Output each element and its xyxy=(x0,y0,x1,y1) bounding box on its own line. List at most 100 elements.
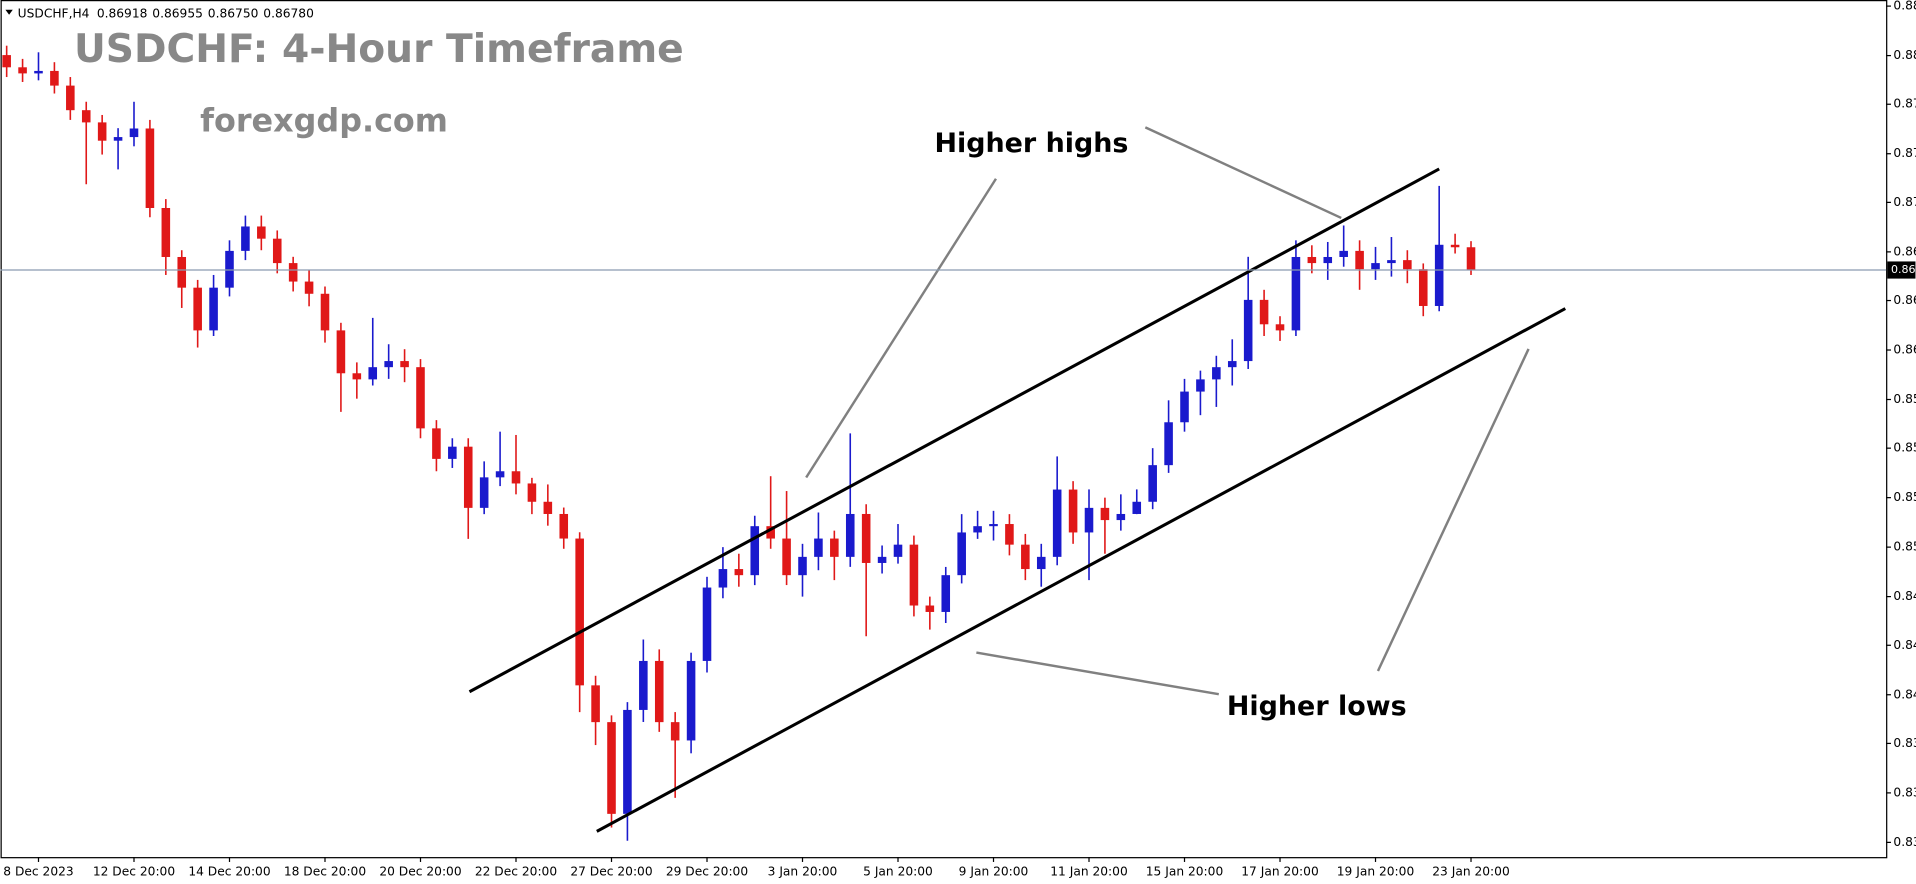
candle-body xyxy=(957,532,966,576)
candle-body xyxy=(973,526,982,533)
candle-body xyxy=(1466,247,1476,271)
candle-body xyxy=(798,556,807,576)
candle-body xyxy=(1323,256,1333,264)
x-tick-label: 22 Dec 20:00 xyxy=(475,864,557,878)
candle-body xyxy=(368,367,378,380)
header-low: 0.86750 xyxy=(208,6,259,20)
x-tick-label: 19 Jan 20:00 xyxy=(1337,864,1414,878)
candle-body xyxy=(113,137,123,141)
x-tick-label: 18 Dec 20:00 xyxy=(284,864,366,878)
pointer xyxy=(805,178,997,479)
y-tick-label: 0.87190 xyxy=(1893,195,1916,209)
candle-body xyxy=(1005,524,1014,545)
candle-body xyxy=(336,330,346,374)
candle-body xyxy=(1243,299,1253,362)
candle-body xyxy=(1355,250,1364,270)
y-tick-label: 0.84505 xyxy=(1893,638,1916,652)
candle-body xyxy=(511,471,521,484)
candle-body xyxy=(352,373,362,380)
candle-body xyxy=(1148,465,1157,502)
chart-title: USDCHF: 4-Hour Timeframe xyxy=(74,27,684,72)
candle-body xyxy=(766,526,775,539)
candle-body xyxy=(893,544,903,557)
candle-body xyxy=(1307,256,1317,264)
candle-body xyxy=(1291,256,1301,331)
y-tick-label: 0.83610 xyxy=(1893,785,1916,799)
candle-body xyxy=(1450,244,1460,248)
candle-body xyxy=(145,128,155,208)
candle-body xyxy=(575,538,584,686)
y-tick-label: 0.83910 xyxy=(1893,736,1916,750)
candle-body xyxy=(623,709,632,814)
candle-body xyxy=(2,55,11,68)
candle-body xyxy=(18,67,27,74)
y-tick-label: 0.83310 xyxy=(1893,835,1916,849)
candle-body xyxy=(1371,263,1380,270)
pointer xyxy=(1376,348,1530,672)
plot-frame xyxy=(0,0,1888,859)
candle-body xyxy=(1259,299,1269,325)
candle-body xyxy=(607,722,616,814)
x-tick-label: 27 Dec 20:00 xyxy=(570,864,652,878)
candle-body xyxy=(304,281,314,294)
x-tick-label: 5 Jan 20:00 xyxy=(863,864,933,878)
header-high: 0.86955 xyxy=(152,6,203,20)
candle-body xyxy=(1403,260,1412,270)
candle-body xyxy=(1180,391,1189,423)
header-close: 0.86780 xyxy=(263,6,314,20)
price-label-box xyxy=(1887,261,1916,279)
x-tick-label: 15 Jan 20:00 xyxy=(1146,864,1223,878)
y-tick-label: 0.88380 xyxy=(1893,0,1916,13)
x-tick-label: 11 Jan 20:00 xyxy=(1050,864,1127,878)
candle-body xyxy=(1021,544,1030,570)
lower-trendline xyxy=(596,307,1567,833)
candle-body xyxy=(1100,507,1110,521)
header-open: 0.86918 xyxy=(97,6,148,20)
candle-body xyxy=(750,526,760,576)
candle-body xyxy=(686,660,696,741)
price-label: 0.86780 xyxy=(1891,263,1916,276)
candle-body xyxy=(479,477,489,508)
candle-body xyxy=(1227,361,1237,368)
x-tick-label: 8 Dec 2023 xyxy=(3,864,73,878)
y-tick-label: 0.86295 xyxy=(1893,343,1916,357)
candle-body xyxy=(925,605,935,612)
candle-body xyxy=(241,226,250,251)
candle-body xyxy=(1196,379,1205,392)
pointers xyxy=(805,126,1530,696)
candle-body xyxy=(1052,489,1062,557)
subtitle: forexgdp.com xyxy=(200,101,448,139)
candle-body xyxy=(861,513,871,563)
candle-body xyxy=(814,538,823,557)
y-tick-label: 0.88080 xyxy=(1893,48,1916,62)
candle-body xyxy=(288,263,298,282)
candle-body xyxy=(527,483,537,502)
y-tick-label: 0.87785 xyxy=(1893,97,1916,111)
upper-trendline xyxy=(468,167,1440,694)
annotation: Higher lows xyxy=(1227,691,1407,722)
y-tick-label: 0.85995 xyxy=(1893,392,1916,406)
x-tick-label: 23 Jan 20:00 xyxy=(1432,864,1509,878)
y-tick-label: 0.85400 xyxy=(1893,490,1916,504)
candle-body xyxy=(734,569,744,576)
candle-body xyxy=(591,685,600,723)
x-tick-label: 3 Jan 20:00 xyxy=(768,864,838,878)
channel xyxy=(468,167,1567,833)
y-tick-label: 0.85700 xyxy=(1893,441,1916,455)
plot xyxy=(2,45,1476,841)
x-tick-label: 14 Dec 20:00 xyxy=(188,864,270,878)
candle-body xyxy=(1339,250,1348,257)
annotation: Higher highs xyxy=(934,128,1128,159)
candle-body xyxy=(193,287,202,331)
pointer xyxy=(976,651,1219,696)
candle-body xyxy=(877,556,887,563)
candle-body xyxy=(257,226,266,239)
y-tick-label: 0.86595 xyxy=(1893,293,1916,307)
candle-body xyxy=(495,471,505,478)
candle-body xyxy=(782,538,791,576)
symbol-marker xyxy=(5,9,13,15)
candle-body xyxy=(1275,324,1285,331)
candle-body xyxy=(830,538,839,557)
